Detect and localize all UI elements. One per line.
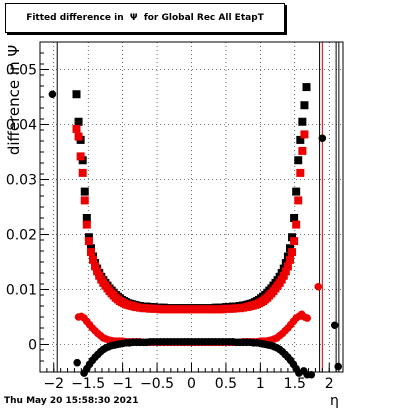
data-point-square — [285, 255, 294, 264]
y-tick-label: 0.04 — [6, 118, 37, 134]
data-point-circle — [73, 358, 81, 367]
data-point-circle — [303, 314, 311, 322]
x-tick-label: −2 — [43, 376, 64, 392]
timestamp: Thu May 20 15:58:30 2021 — [4, 396, 139, 406]
data-point-square — [283, 262, 292, 271]
data-point-square — [72, 90, 81, 99]
y-tick-label: 0.03 — [6, 173, 37, 189]
y-axis-label: difference in Ψ — [5, 44, 23, 156]
data-point-square — [89, 255, 98, 264]
data-point-square — [279, 271, 288, 280]
y-tick-label: 0.01 — [6, 283, 37, 299]
data-point-square — [76, 152, 85, 161]
x-tick-label: 2 — [325, 376, 334, 392]
y-tick-label: 0.05 — [6, 63, 37, 79]
data-point-square — [74, 117, 83, 126]
series-0 — [72, 83, 311, 313]
data-point-square — [80, 196, 89, 205]
data-point-square — [281, 267, 290, 276]
data-point-circle — [334, 362, 342, 371]
data-series — [48, 83, 342, 379]
data-point-circle — [314, 282, 323, 291]
data-point-circle — [48, 90, 57, 99]
chart-title: Fitted difference in Ψ for Global Rec Al… — [26, 13, 264, 23]
axis-ticks — [39, 41, 344, 373]
data-point-circle — [307, 370, 316, 379]
data-point-square — [300, 101, 309, 110]
data-point-square — [82, 220, 91, 229]
data-point-square — [86, 248, 95, 257]
x-tick-label: −1.5 — [71, 376, 105, 392]
data-point-square — [298, 117, 307, 126]
x-tick-label: 1 — [256, 376, 265, 392]
vertical-reference-lines — [56, 42, 340, 372]
tick-labels: −2 −1.5 −1 −0.5 0 0.5 1 1.5 2 0 0.01 0.02 0.03 0.04 0.… — [6, 63, 334, 393]
data-point-square — [84, 237, 93, 246]
data-point-circle — [318, 134, 327, 143]
data-point-square — [80, 187, 89, 196]
data-point-square — [290, 237, 299, 246]
data-point-square — [288, 248, 297, 257]
data-point-square — [292, 220, 301, 229]
x-tick-label: 0 — [187, 376, 196, 392]
x-tick-label: 1.5 — [284, 376, 306, 392]
chart-title-box: Fitted difference in Ψ for Global Rec Al… — [5, 3, 285, 33]
x-tick-label: −0.5 — [140, 376, 174, 392]
series-3 — [48, 90, 342, 379]
data-point-square — [74, 132, 83, 141]
data-point-square — [82, 214, 91, 222]
data-point-square — [296, 135, 305, 144]
data-point-square — [296, 168, 305, 177]
data-point-square — [298, 146, 307, 155]
data-point-square — [91, 262, 100, 271]
data-point-square — [72, 124, 81, 133]
x-axis-label: η — [330, 393, 339, 409]
data-point-square — [78, 168, 87, 177]
data-point-square — [93, 267, 102, 276]
y-tick-label: 0 — [28, 338, 37, 354]
y-tick-label: 0.02 — [6, 228, 37, 244]
data-point-square — [294, 156, 303, 165]
data-point-square — [292, 187, 301, 196]
data-point-square — [300, 130, 309, 139]
data-point-square — [294, 196, 303, 205]
data-point-circle — [330, 321, 339, 330]
x-tick-label: −1 — [112, 376, 133, 392]
series-1 — [72, 124, 309, 314]
data-point-square — [290, 214, 299, 222]
x-tick-label: 0.5 — [215, 376, 237, 392]
data-point-square — [302, 83, 311, 92]
